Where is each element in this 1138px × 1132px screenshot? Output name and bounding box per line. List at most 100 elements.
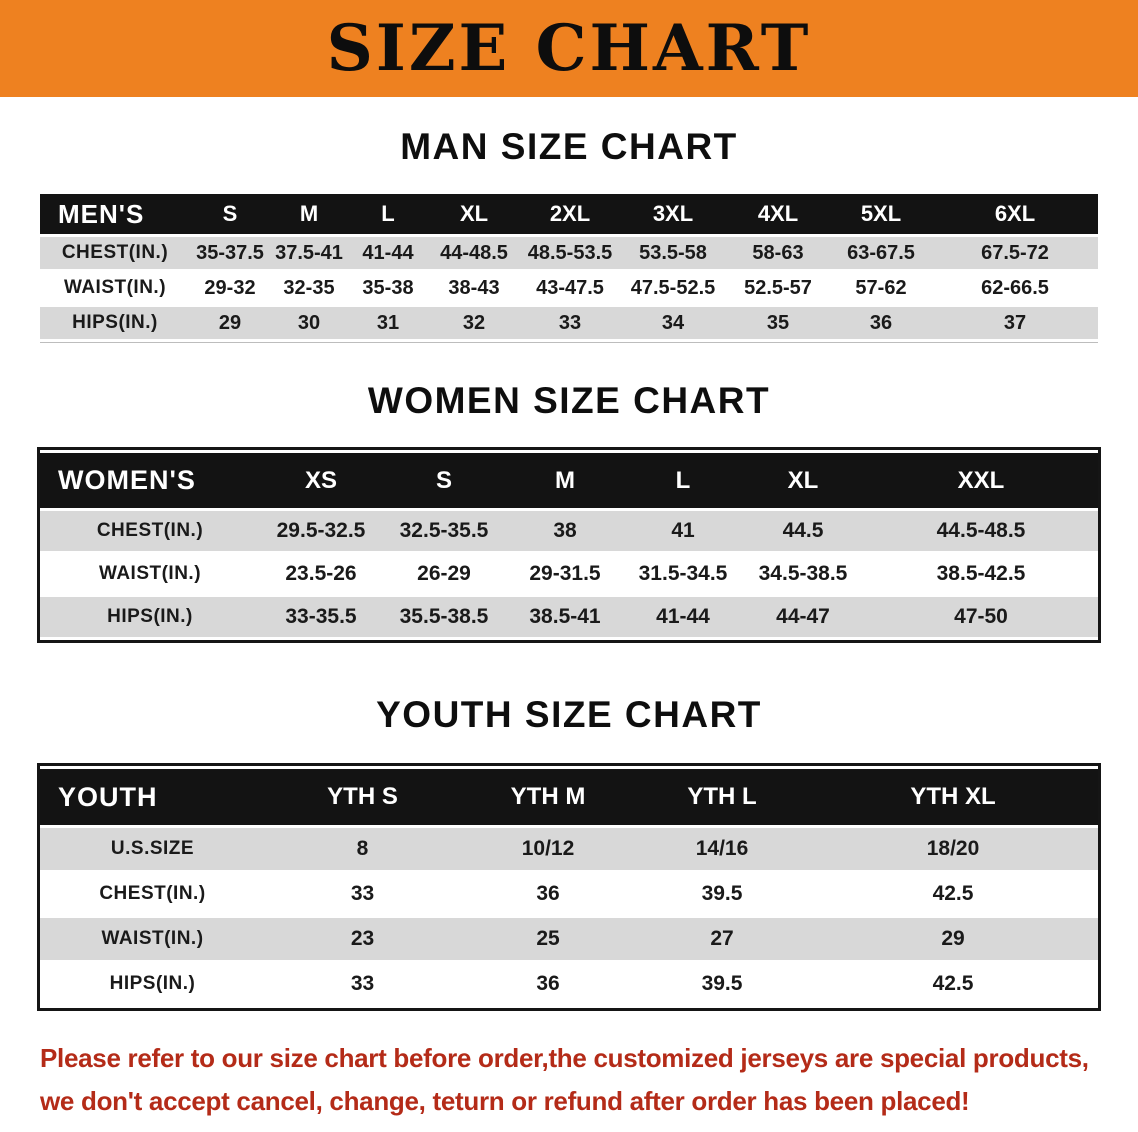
youth-section-heading: YOUTH SIZE CHART [376,694,762,735]
row-label-cell: U.S.SIZE [40,828,265,870]
table-cell: 39.5 [636,963,808,1005]
table-cell: 58-63 [726,237,830,269]
row-label-cell: HIPS(IN.) [40,597,260,637]
row-label-cell: WAIST(IN.) [40,554,260,594]
women-section-heading: WOMEN SIZE CHART [367,380,771,421]
table-cell: 43-47.5 [520,272,620,304]
table-header-cell: M [270,194,348,234]
table-cell: 36 [830,307,932,339]
table-header-cell: YTH XL [808,769,1098,825]
table-header-cell: 6XL [932,194,1098,234]
table-cell: 14/16 [636,828,808,870]
disclaimer-line-1: Please refer to our size chart before or… [40,1043,1089,1073]
banner: SIZE CHART [0,0,1138,97]
row-label-cell: WAIST(IN.) [40,918,265,960]
table-cell: 34 [620,307,726,339]
women-size-table: WOMEN'S XS S M L XL XXL CHEST(IN.) 29.5-… [37,447,1101,643]
row-label-cell: HIPS(IN.) [40,307,190,339]
table-cell: 57-62 [830,272,932,304]
table-header-cell: L [624,453,742,508]
table-cell: 33 [265,873,460,915]
table-cell: 47.5-52.5 [620,272,726,304]
row-label-cell: HIPS(IN.) [40,963,265,1005]
table-cell: 35 [726,307,830,339]
table-header-cell: S [382,453,506,508]
table-cell: 27 [636,918,808,960]
table-cell: 38 [506,511,624,551]
table-row: WAIST(IN.) 23.5-26 26-29 29-31.5 31.5-34… [40,554,1098,594]
table-cell: 32-35 [270,272,348,304]
men-size-table: MEN'S S M L XL 2XL 3XL 4XL 5XL 6XL CHEST… [40,191,1098,343]
table-cell: 52.5-57 [726,272,830,304]
table-cell: 48.5-53.5 [520,237,620,269]
table-cell: 33 [520,307,620,339]
table-cell: 39.5 [636,873,808,915]
table-cell: 53.5-58 [620,237,726,269]
table-row: HIPS(IN.) 33-35.5 35.5-38.5 38.5-41 41-4… [40,597,1098,637]
table-header-cell: 4XL [726,194,830,234]
table-cell: 67.5-72 [932,237,1098,269]
women-table-header-row: WOMEN'S XS S M L XL XXL [40,453,1098,508]
table-cell: 38.5-42.5 [864,554,1098,594]
table-header-cell: XL [428,194,520,234]
table-row: WAIST(IN.) 23 25 27 29 [40,918,1098,960]
table-header-cell: YTH L [636,769,808,825]
table-cell: 44.5-48.5 [864,511,1098,551]
table-cell: 34.5-38.5 [742,554,864,594]
table-cell: 47-50 [864,597,1098,637]
table-header-cell: 2XL [520,194,620,234]
table-cell: 37 [932,307,1098,339]
table-cell: 62-66.5 [932,272,1098,304]
table-header-cell: 5XL [830,194,932,234]
table-header-cell: YTH S [265,769,460,825]
table-header-cell: WOMEN'S [40,453,260,508]
table-cell: 33 [265,963,460,1005]
table-cell: 41 [624,511,742,551]
table-cell: 63-67.5 [830,237,932,269]
table-cell: 29.5-32.5 [260,511,382,551]
table-cell: 8 [265,828,460,870]
row-label-cell: WAIST(IN.) [40,272,190,304]
table-header-cell: 3XL [620,194,726,234]
table-cell: 29-31.5 [506,554,624,594]
table-cell: 41-44 [348,237,428,269]
table-cell: 35-38 [348,272,428,304]
table-cell: 44-48.5 [428,237,520,269]
table-cell: 26-29 [382,554,506,594]
table-cell: 33-35.5 [260,597,382,637]
table-cell: 23.5-26 [260,554,382,594]
table-header-cell: YOUTH [40,769,265,825]
table-cell: 32.5-35.5 [382,511,506,551]
table-row: U.S.SIZE 8 10/12 14/16 18/20 [40,828,1098,870]
disclaimer-line-2: we don't accept cancel, change, teturn o… [40,1086,970,1116]
table-header-cell: L [348,194,428,234]
table-row: CHEST(IN.) 29.5-32.5 32.5-35.5 38 41 44.… [40,511,1098,551]
table-cell: 10/12 [460,828,636,870]
table-header-cell: S [190,194,270,234]
table-cell: 32 [428,307,520,339]
table-row: WAIST(IN.) 29-32 32-35 35-38 38-43 43-47… [40,272,1098,304]
row-label-cell: CHEST(IN.) [40,237,190,269]
table-row: CHEST(IN.) 33 36 39.5 42.5 [40,873,1098,915]
table-cell: 23 [265,918,460,960]
table-cell: 42.5 [808,873,1098,915]
table-cell: 31 [348,307,428,339]
table-cell: 38-43 [428,272,520,304]
table-cell: 35-37.5 [190,237,270,269]
table-header-cell: XL [742,453,864,508]
table-cell: 36 [460,873,636,915]
table-row: HIPS(IN.) 29 30 31 32 33 34 35 36 37 [40,307,1098,339]
table-header-cell: M [506,453,624,508]
table-cell: 29-32 [190,272,270,304]
table-header-cell: YTH M [460,769,636,825]
table-cell: 29 [808,918,1098,960]
table-cell: 29 [190,307,270,339]
table-header-cell: MEN'S [40,194,190,234]
table-cell: 31.5-34.5 [624,554,742,594]
table-cell: 36 [460,963,636,1005]
table-cell: 41-44 [624,597,742,637]
row-label-cell: CHEST(IN.) [40,511,260,551]
table-cell: 44-47 [742,597,864,637]
table-row: HIPS(IN.) 33 36 39.5 42.5 [40,963,1098,1005]
